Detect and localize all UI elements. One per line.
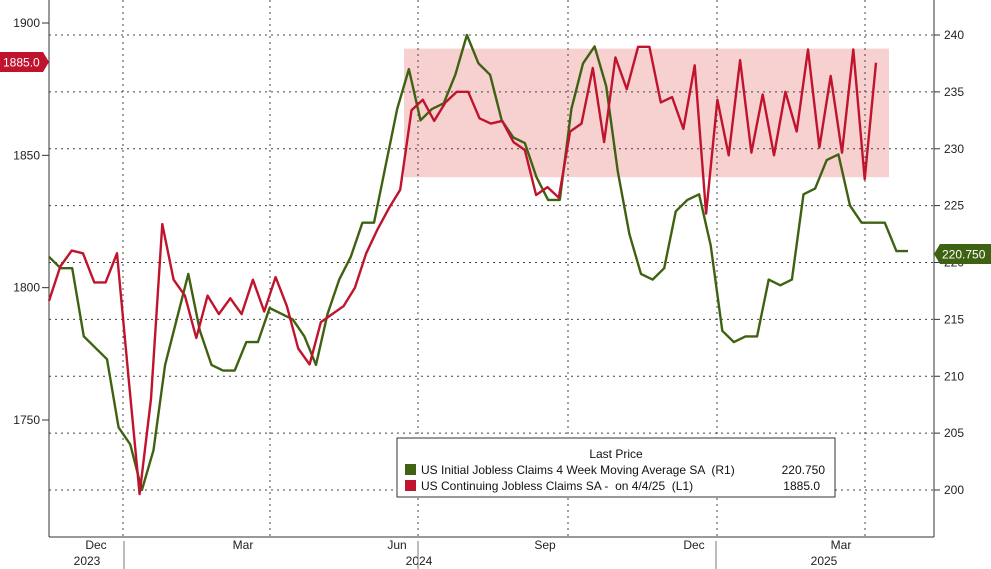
x-month-label: Dec xyxy=(85,538,106,552)
legend-title: Last Price xyxy=(589,447,643,461)
legend-label-initial-claims: US Initial Jobless Claims 4 Week Moving … xyxy=(421,463,735,477)
right-badge-text: 220.750 xyxy=(942,248,986,262)
x-year-label: 2024 xyxy=(406,554,433,568)
legend-value-initial-claims: 220.750 xyxy=(782,463,826,477)
right-tick-label: 215 xyxy=(944,312,964,326)
x-year-label: 2023 xyxy=(74,554,101,568)
right-tick-label: 210 xyxy=(944,369,964,383)
right-tick-label: 200 xyxy=(944,483,964,497)
right-tick-label: 235 xyxy=(944,85,964,99)
right-tick-label: 240 xyxy=(944,28,964,42)
legend-swatch-continuing-claims xyxy=(405,480,416,491)
x-month-label: Jun xyxy=(387,538,406,552)
left-tick-label: 1900 xyxy=(13,16,40,30)
legend-box xyxy=(396,437,836,498)
legend-swatch-initial-claims xyxy=(405,464,416,475)
right-tick-label: 205 xyxy=(944,426,964,440)
x-month-label: Mar xyxy=(831,538,852,552)
x-axis-ticks: Dec Mar Jun Sep Dec Mar 2023 2024 2025 xyxy=(74,538,852,569)
series-continuing-claims-line xyxy=(47,45,878,496)
left-tick-label: 1850 xyxy=(13,148,40,162)
left-tick-label: 1800 xyxy=(13,281,40,295)
left-axis-ticks: 1750 1800 1850 1900 xyxy=(13,16,49,427)
right-tick-label: 225 xyxy=(944,199,964,213)
left-last-value-badge: 1885.0 xyxy=(0,52,49,72)
right-tick-label: 230 xyxy=(944,142,964,156)
x-month-label: Dec xyxy=(683,538,704,552)
x-year-label: 2025 xyxy=(811,554,838,568)
right-last-value-badge: 220.750 xyxy=(934,244,991,264)
x-month-label: Sep xyxy=(534,538,556,552)
x-month-label: Mar xyxy=(233,538,254,552)
legend: Last Price US Initial Jobless Claims 4 W… xyxy=(396,437,836,498)
legend-value-continuing-claims: 1885.0 xyxy=(783,479,820,493)
left-tick-label: 1750 xyxy=(13,413,40,427)
series-initial-claims-line xyxy=(48,33,908,492)
legend-label-continuing-claims: US Continuing Jobless Claims SA - on 4/4… xyxy=(421,479,693,493)
left-badge-text: 1885.0 xyxy=(3,56,40,70)
